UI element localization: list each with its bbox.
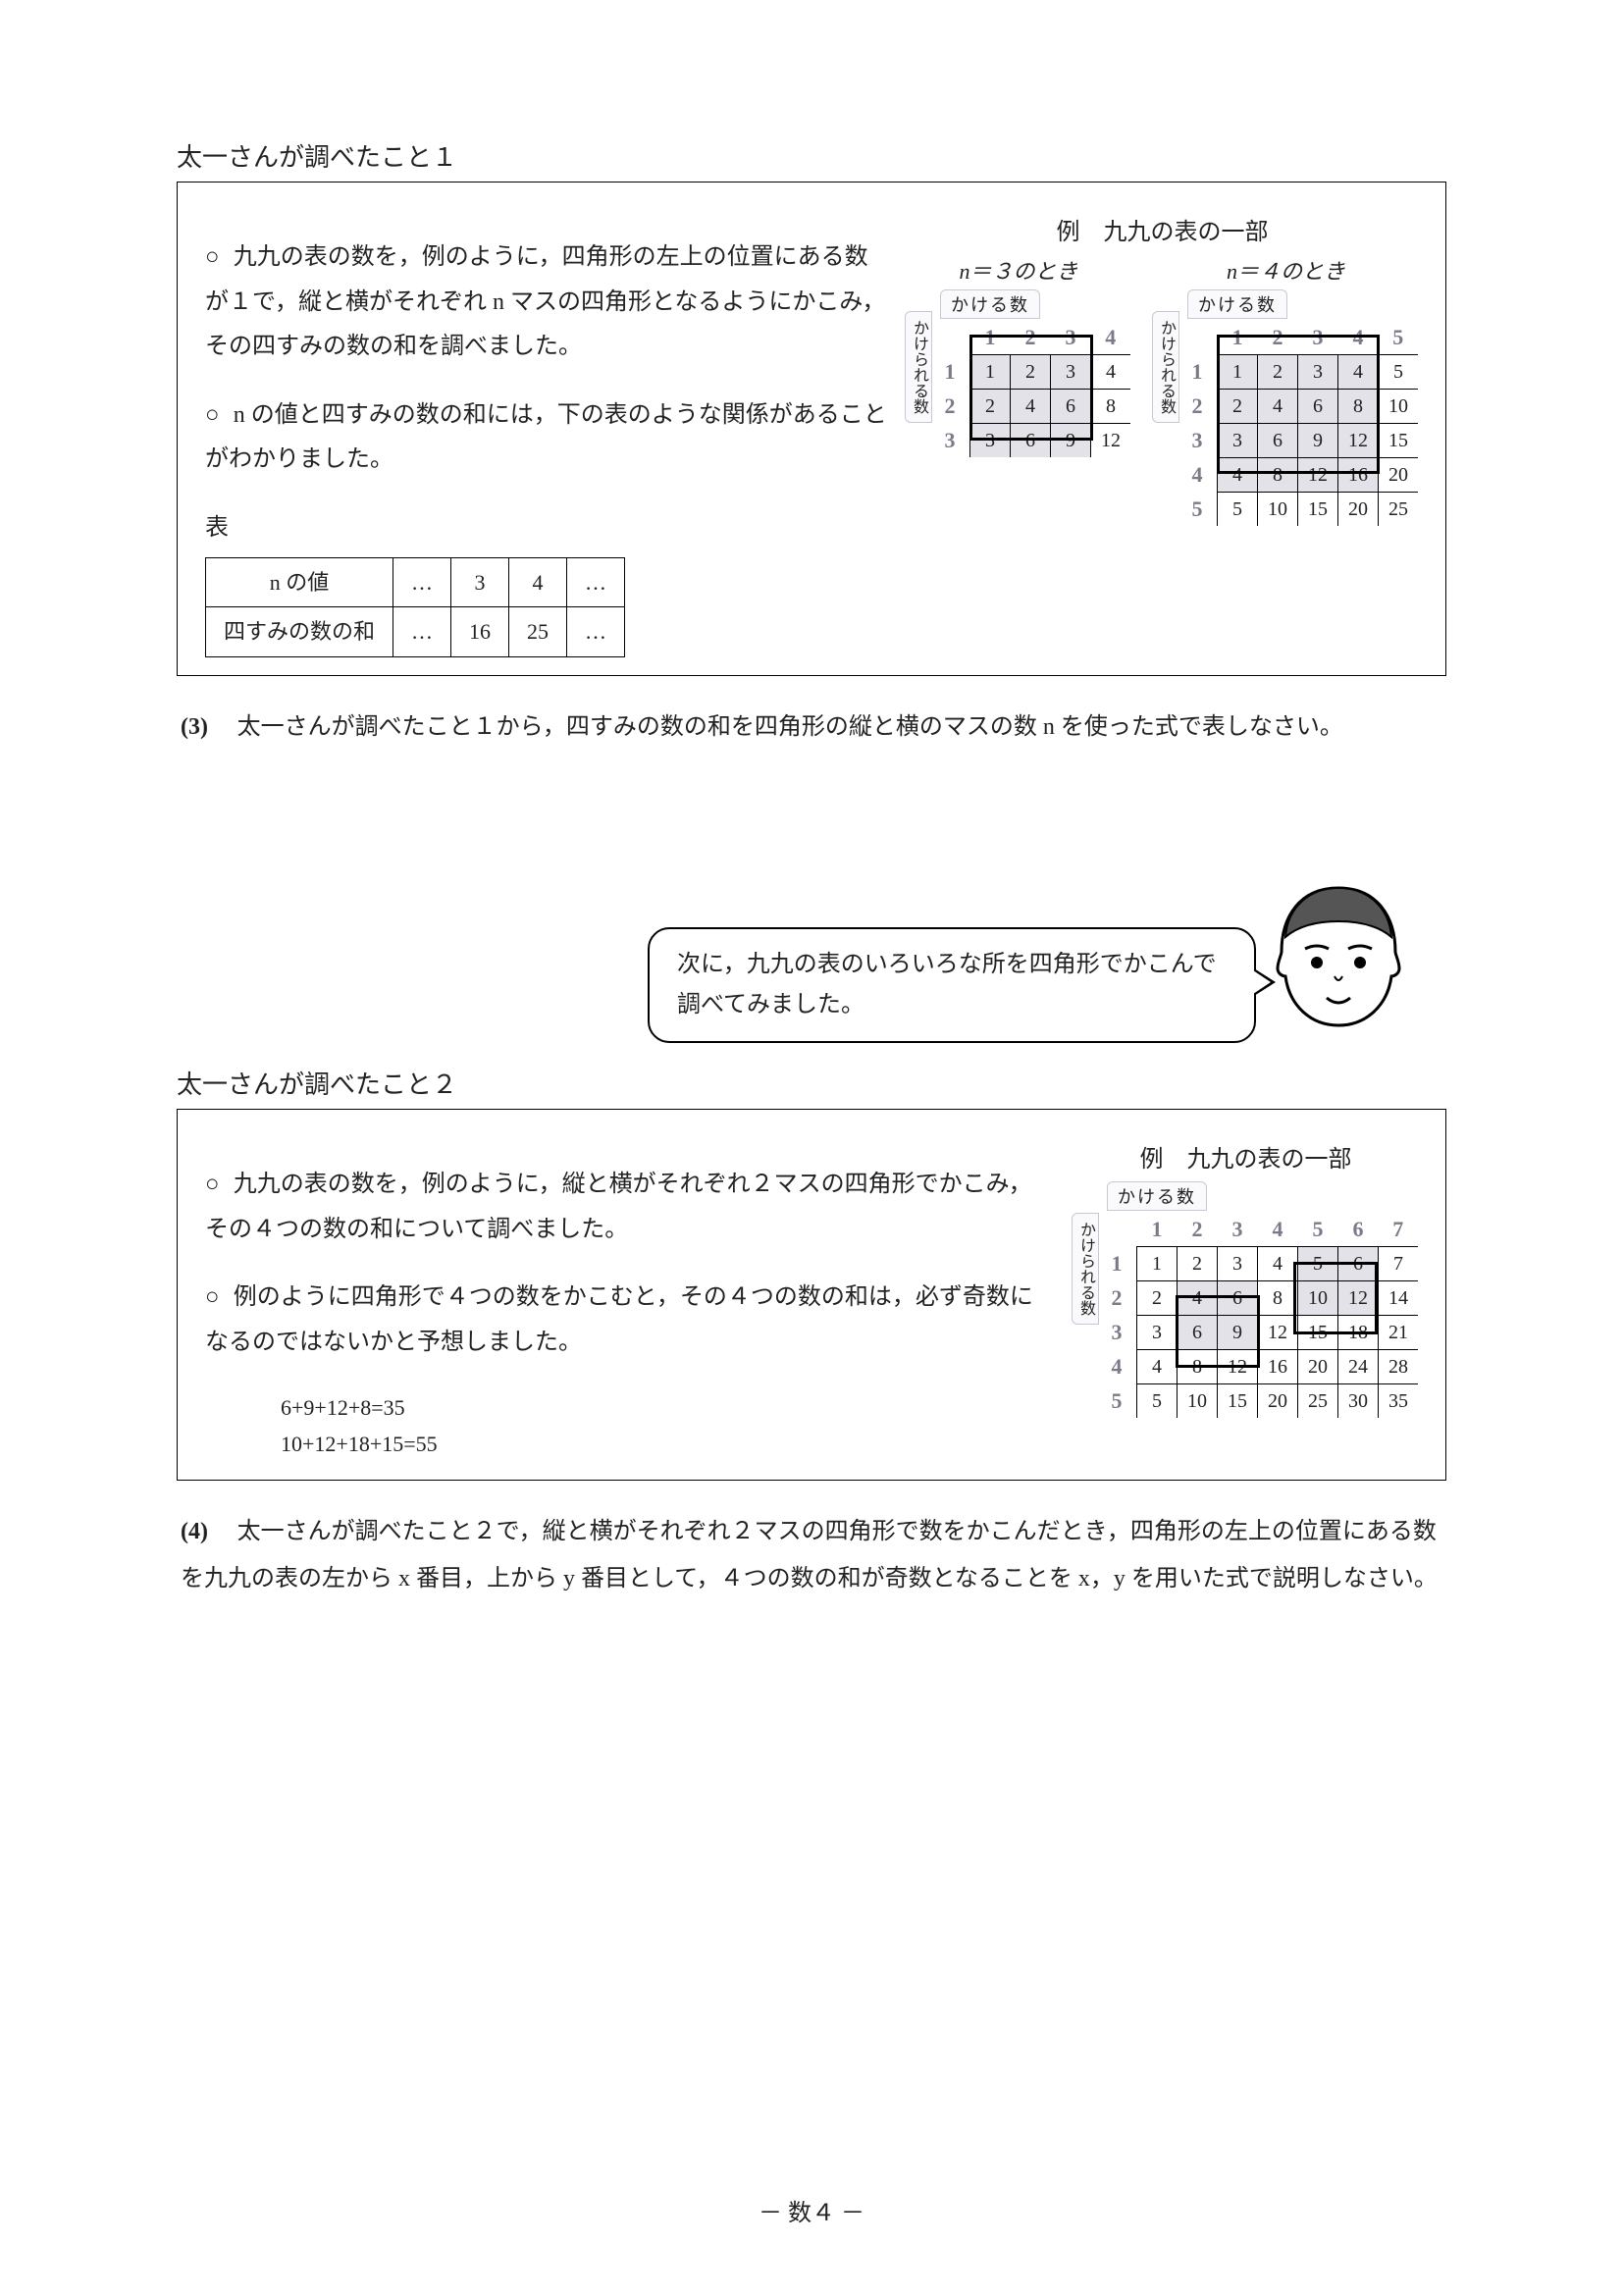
section2-para1: ○九九の表の数を，例のように，縦と横がそれぞれ２マスの四角形でかこみ，その４つの… [205, 1163, 1054, 1252]
section1-example-title: 例 九九の表の一部 [907, 212, 1418, 246]
section2-example-title: 例 九九の表の一部 [1073, 1139, 1418, 1174]
mult-table-n3: n＝３のとき かける数 かけられる数 12341123422468336912 [907, 254, 1130, 526]
section2-box: ○九九の表の数を，例のように，縦と横がそれぞれ２マスの四角形でかこみ，その４つの… [177, 1109, 1446, 1481]
speech-row: 次に，九九の表のいろいろな所を四角形でかこんで調べてみました。 [177, 908, 1446, 1045]
question-4: (4)太一さんが調べたこと２で，縦と横がそれぞれ２マスの四角形で数をかこんだとき… [181, 1508, 1446, 1602]
section1-para1: ○九九の表の数を，例のように，四角形の左上の位置にある数が１で，縦と横がそれぞれ… [205, 235, 887, 370]
section2-para2: ○例のように四角形で４つの数をかこむと，その４つの数の和は，必ず奇数になるのでは… [205, 1276, 1054, 1365]
calc-line-1: 6+9+12+8=35 [281, 1389, 1054, 1426]
section1-title: 太一さんが調べたこと１ [177, 137, 1446, 174]
page-footer: － 数４ － [0, 2193, 1623, 2227]
section1-box: ○九九の表の数を，例のように，四角形の左上の位置にある数が１で，縦と横がそれぞれ… [177, 182, 1446, 676]
question-3: (3)太一さんが調べたこと１から，四すみの数の和を四角形の縦と横のマスの数 n … [181, 704, 1446, 751]
section2-title: 太一さんが調べたこと２ [177, 1065, 1446, 1101]
mult-table-section2: かける数 かけられる数 1234567112345672246810121433… [1073, 1181, 1418, 1418]
section1-para2: ○n の値と四すみの数の和には，下の表のような関係があることがわかりました。 [205, 393, 887, 483]
mult-table-n4: n＝４のとき かける数 かけられる数 123451123452246810336… [1154, 254, 1418, 526]
speech-bubble: 次に，九九の表のいろいろな所を四角形でかこんで調べてみました。 [648, 927, 1256, 1043]
section1-data-table: n の値 … 3 4 … 四すみの数の和 … 16 25 … [205, 557, 625, 658]
boy-face-icon [1260, 878, 1417, 1045]
section1-table-caption: 表 [205, 506, 887, 551]
calc-line-2: 10+12+18+15=55 [281, 1426, 1054, 1462]
